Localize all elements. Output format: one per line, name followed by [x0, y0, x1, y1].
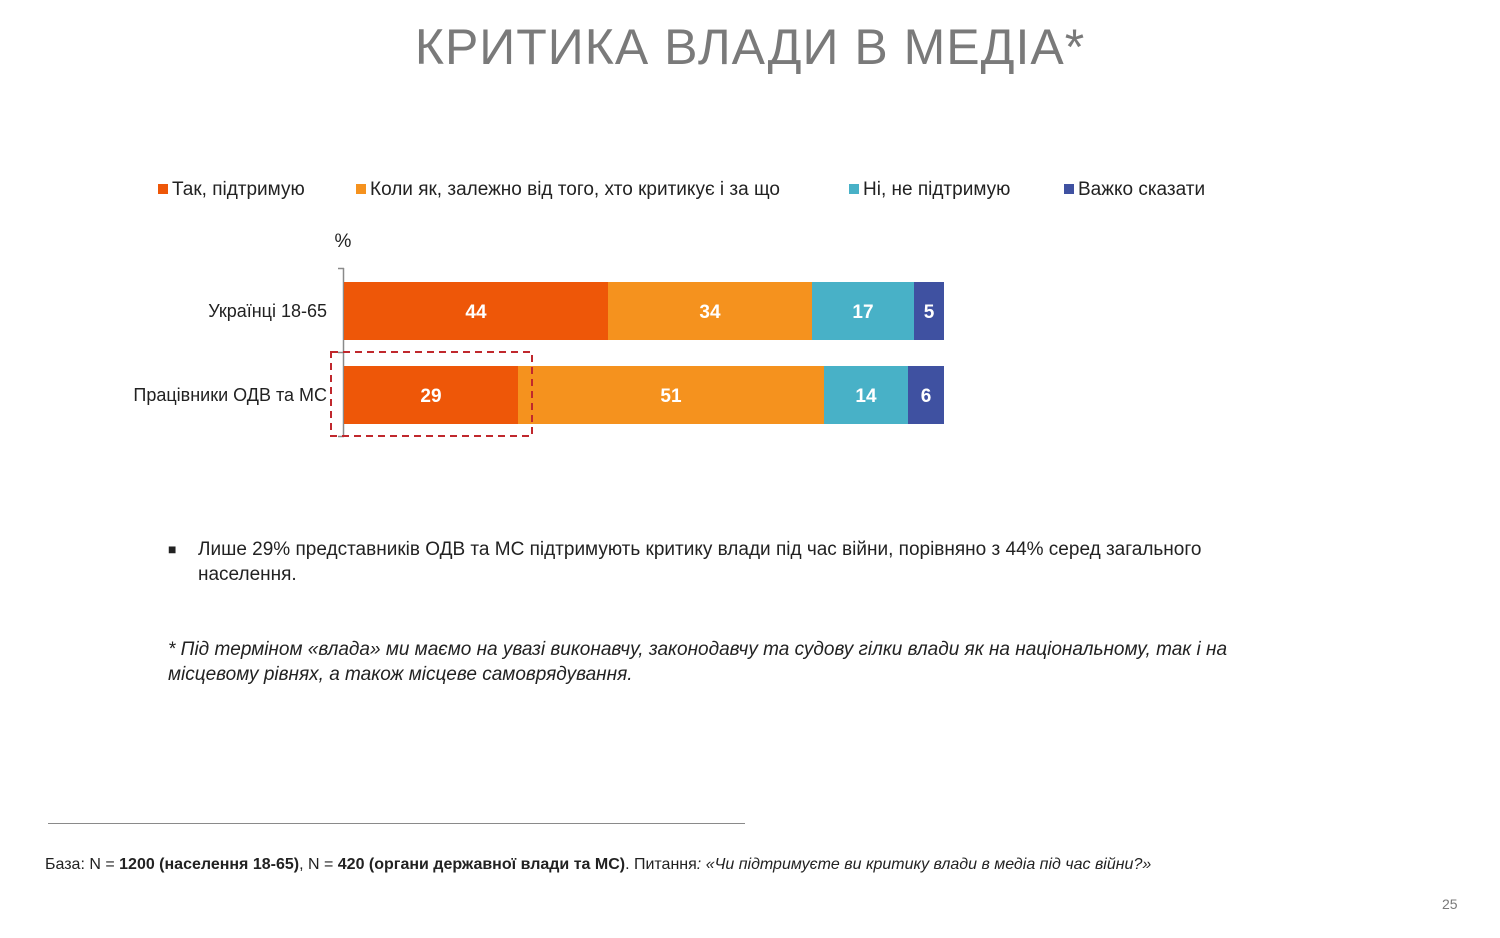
- footnote-question-label: . Питання: [625, 856, 697, 873]
- bar-segment-depends: [518, 366, 824, 424]
- footnote-base-label: База: N =: [45, 856, 120, 873]
- unit-label: %: [335, 231, 352, 252]
- legend-item-depends: Коли як, залежно від того, хто критикує …: [356, 179, 780, 201]
- legend-swatch-depends: [356, 184, 366, 194]
- definition-note: * Під терміном «влада» ми маємо на увазі…: [168, 639, 1228, 685]
- footnote-n1: 1200 (населення 18-65): [119, 856, 300, 873]
- legend-item-yes: Так, підтримую: [158, 179, 305, 201]
- legend-label-no: Ні, не підтримую: [863, 179, 1011, 200]
- data-label: 29: [420, 386, 441, 407]
- legend-item-no: Ні, не підтримую: [849, 179, 1010, 201]
- footnote-n2: 420 (органи державної влади та МС): [337, 856, 626, 873]
- footnote-divider: [48, 823, 745, 824]
- bar-group: Українці 18-65 44 34 17 5 Працівники ОДВ та М…: [133, 282, 944, 424]
- category-label: Українці 18-65: [208, 301, 327, 321]
- data-label: 51: [660, 386, 682, 407]
- legend-swatch-yes: [158, 184, 168, 194]
- bar-segment-hard-to-say: [908, 366, 944, 424]
- page-number: 25: [1442, 896, 1458, 912]
- legend-label-yes: Так, підтримую: [172, 179, 305, 200]
- key-finding: ■ Лише 29% представників ОДВ та МС підтр…: [168, 537, 1278, 587]
- legend-label-depends: Коли як, залежно від того, хто критикує …: [370, 179, 780, 200]
- slide-title: КРИТИКА ВЛАДИ В МЕДІА*: [414, 19, 1086, 75]
- legend-swatch-hard-to-say: [1064, 184, 1074, 194]
- legend-swatch-no: [849, 184, 859, 194]
- bar-segment-yes: [344, 366, 518, 424]
- data-label: 5: [924, 302, 935, 323]
- data-label: 6: [921, 386, 932, 407]
- highlight-box: [330, 351, 533, 437]
- legend-label-hard-to-say: Важко сказати: [1078, 179, 1206, 200]
- data-label: 17: [852, 302, 873, 323]
- bar-segment-depends: [608, 282, 812, 340]
- data-label: 34: [699, 302, 721, 323]
- legend-item-hard-to-say: Важко сказати: [1064, 179, 1205, 201]
- bar-segment-no: [824, 366, 908, 424]
- key-finding-text: Лише 29% представників ОДВ та МС підтрим…: [198, 539, 1202, 585]
- data-label: 44: [465, 302, 487, 323]
- stacked-bar-chart: % Українці 18-65 44 34 17 5 Працівники ОДВ та…: [133, 231, 944, 438]
- footnote-question: : «Чи підтримуєте ви критику влади в мед…: [696, 856, 1152, 873]
- bullet-square-icon: ■: [168, 541, 177, 557]
- bar-segment-yes: [344, 282, 608, 340]
- data-label: 14: [855, 386, 877, 407]
- bar-segment-no: [812, 282, 914, 340]
- footnote: База: N = 1200 (населення 18-65), N = 42…: [45, 856, 1345, 873]
- footnote-sep: , N =: [299, 856, 338, 873]
- bar-segment-hard-to-say: [914, 282, 944, 340]
- category-label: Працівники ОДВ та МС: [133, 385, 327, 405]
